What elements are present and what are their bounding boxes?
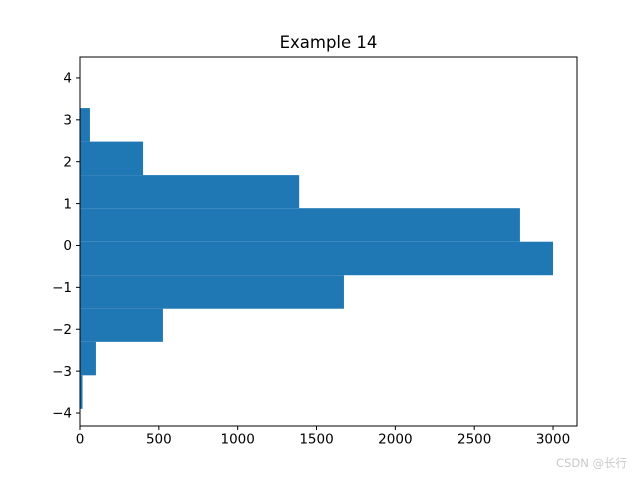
x-tick-label: 500 xyxy=(146,432,172,448)
histogram-bar xyxy=(80,275,344,309)
y-tick-label: −1 xyxy=(52,280,72,296)
x-tick-label: 1500 xyxy=(299,432,333,448)
histogram-bar xyxy=(80,241,554,276)
plot-border xyxy=(79,56,578,427)
histogram-bar xyxy=(80,175,300,209)
histogram-bar xyxy=(80,341,96,376)
watermark: CSDN @长行 xyxy=(556,456,627,470)
y-tick-label: −4 xyxy=(52,406,72,422)
x-tick-label: 1000 xyxy=(221,432,255,448)
chart-title: Example 14 xyxy=(279,33,378,52)
x-tick-label: 3000 xyxy=(536,432,570,448)
histogram-bar xyxy=(80,208,520,242)
x-tick-label: 2500 xyxy=(457,432,491,448)
y-tick-label: 3 xyxy=(63,113,72,129)
histogram-bar xyxy=(80,141,144,176)
y-tick-label: 4 xyxy=(63,71,72,87)
x-tick-label: 0 xyxy=(76,432,85,448)
histogram-bar xyxy=(80,108,90,142)
histogram-bar xyxy=(80,375,83,409)
y-tick-label: 1 xyxy=(63,196,72,212)
histogram-bar xyxy=(80,308,163,342)
y-tick-label: −3 xyxy=(52,364,72,380)
y-tick-label: −2 xyxy=(52,322,72,338)
y-tick-label: 2 xyxy=(63,154,72,170)
y-tick-label: 0 xyxy=(63,238,72,254)
x-tick-label: 2000 xyxy=(378,432,412,448)
